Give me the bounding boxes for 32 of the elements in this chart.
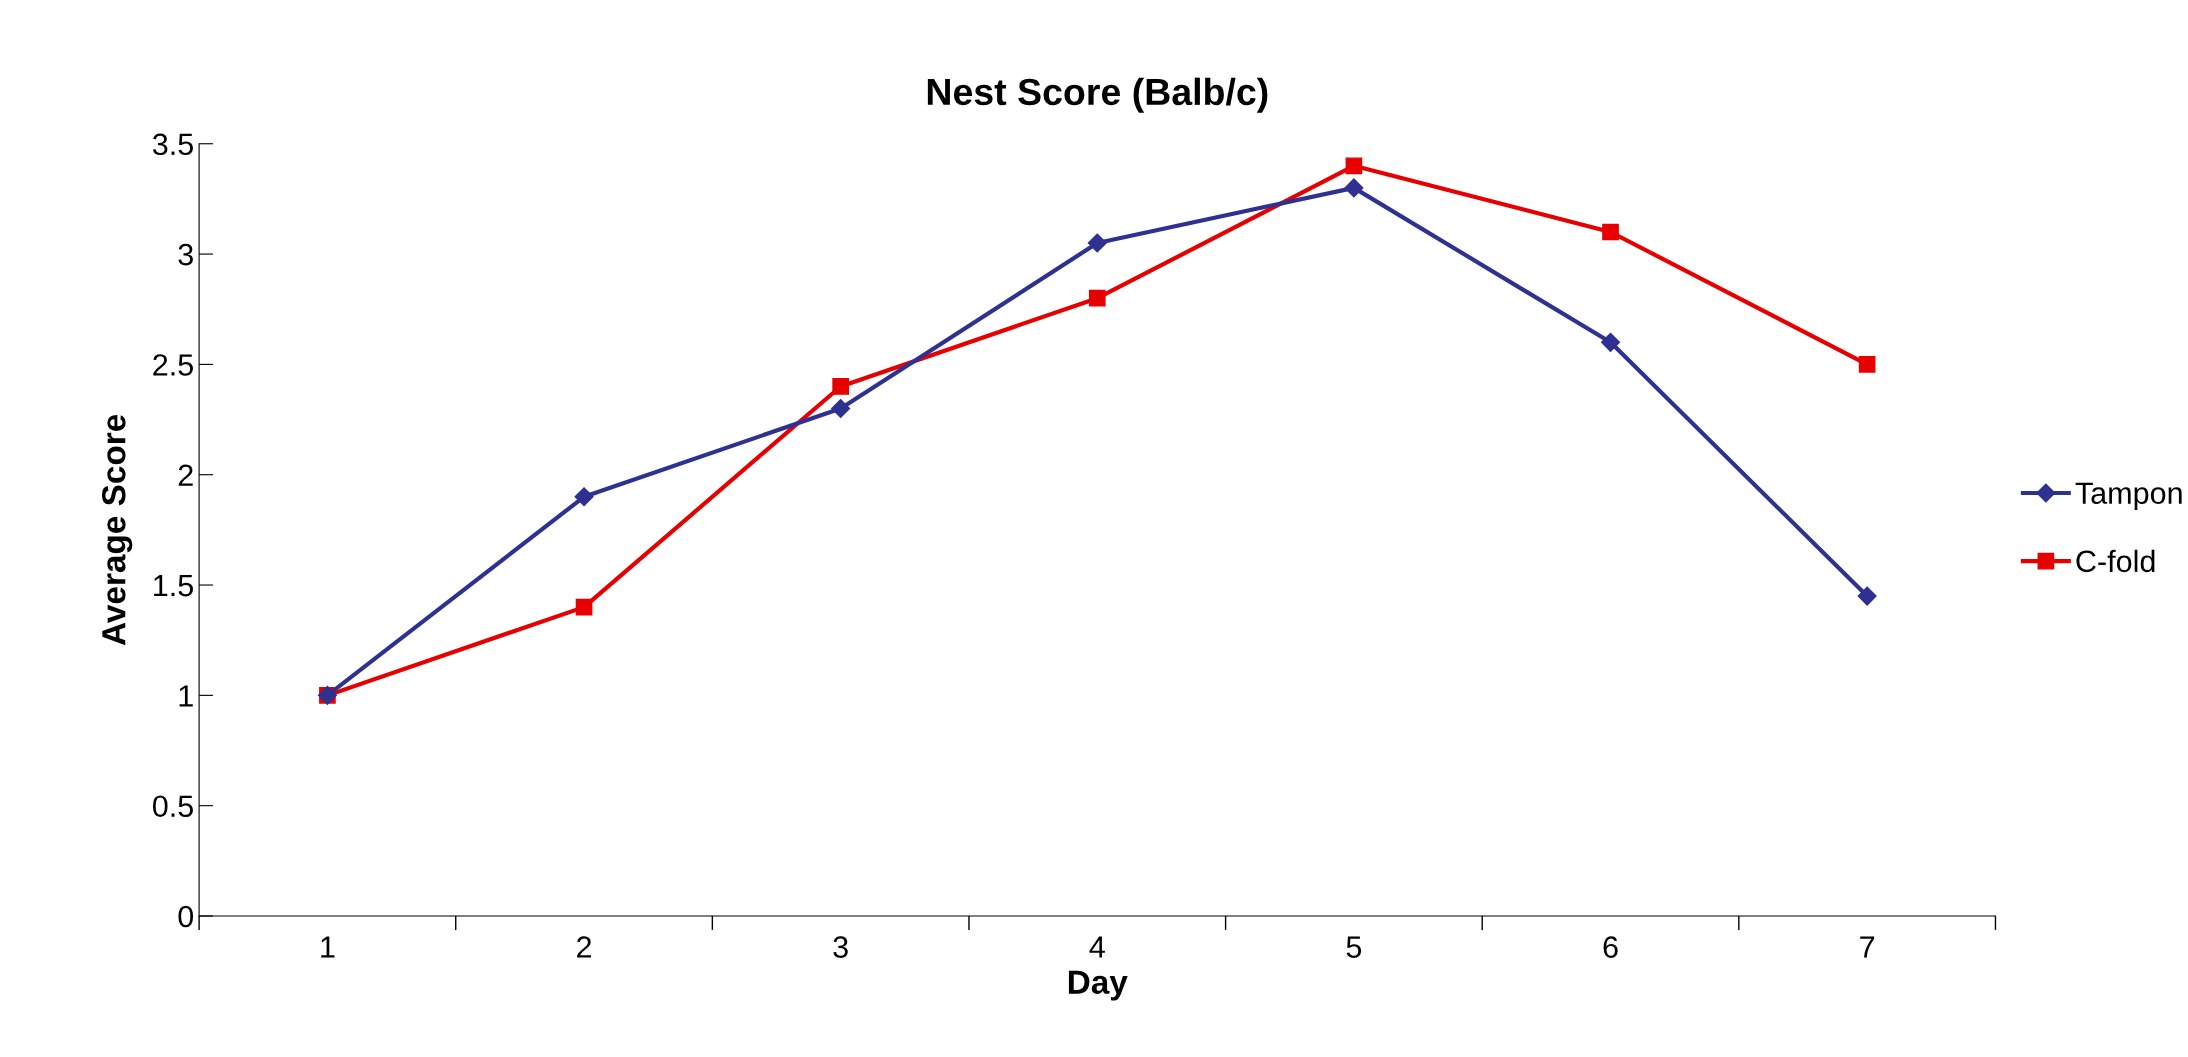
point xyxy=(1088,289,1106,307)
y-tick-label: 1.5 xyxy=(154,575,193,597)
point xyxy=(1858,356,1876,373)
point xyxy=(1087,233,1107,253)
y-tick-label: 3 xyxy=(178,243,193,266)
legend-label: Tampon xyxy=(2075,482,2182,511)
x-tick-label: 2 xyxy=(577,936,591,958)
x-tick-label: 6 xyxy=(1603,936,1618,958)
x-tick-label: 7 xyxy=(1860,936,1875,958)
y-tick-label: 1 xyxy=(179,685,193,707)
point xyxy=(1857,586,1877,606)
y-tick-label: 0.5 xyxy=(152,795,193,818)
y-tick-label: 2 xyxy=(178,464,193,486)
point xyxy=(1345,157,1363,175)
x-tick-label: 3 xyxy=(833,936,848,958)
x-tick-label: 5 xyxy=(1346,936,1362,958)
x-axis-title: Day xyxy=(1068,970,1128,1001)
point xyxy=(574,487,594,507)
x-tick-label: 1 xyxy=(321,936,335,958)
chart-title: Nest Score (Balb/c) xyxy=(927,77,1268,113)
point xyxy=(831,398,851,419)
x-tick-label: 4 xyxy=(1089,936,1105,958)
y-tick-label: 0 xyxy=(178,905,194,928)
y-axis-title: Average Score xyxy=(101,414,133,646)
y-tick-label: 3.5 xyxy=(152,133,193,156)
legend-label: C-fold xyxy=(2076,549,2155,573)
point xyxy=(575,598,593,616)
y-tick-label: 2.5 xyxy=(153,354,193,376)
point xyxy=(1602,223,1619,241)
point xyxy=(832,378,849,395)
point xyxy=(1600,332,1621,352)
point xyxy=(1344,178,1364,198)
